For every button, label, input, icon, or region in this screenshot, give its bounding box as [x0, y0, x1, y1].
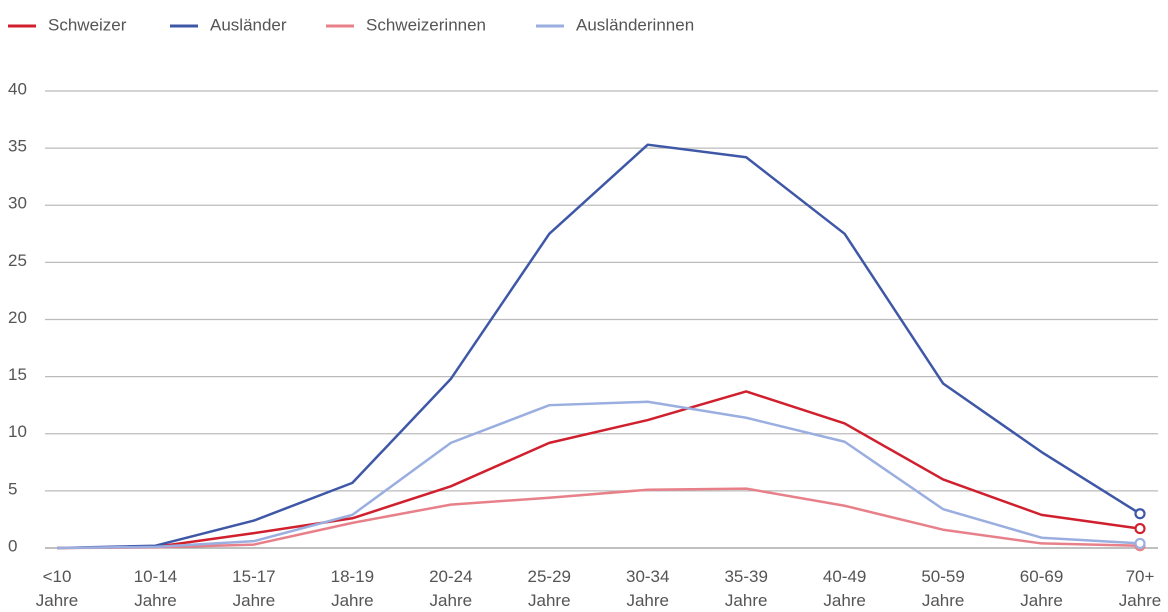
y-tick-label: 20 [8, 308, 27, 327]
x-tick-label: 30-34 Jahre [626, 567, 669, 610]
y-tick-label: 0 [8, 536, 17, 555]
end-marker [1134, 537, 1146, 550]
y-tick-label: 15 [8, 365, 27, 384]
y-tick-label: 25 [8, 251, 27, 270]
series-line [56, 400, 1141, 550]
x-tick-label: 18-19 Jahre [331, 567, 374, 610]
x-tick-label: 25-29 Jahre [528, 567, 571, 610]
y-tick-label: 40 [8, 79, 27, 98]
x-tick-label: <10 Jahre [36, 567, 79, 610]
x-tick-label: 60-69 Jahre [1020, 567, 1063, 610]
legend-label: Ausländer [210, 15, 287, 34]
x-tick-label: 70+ Jahre [1119, 567, 1162, 610]
y-tick-label: 5 [8, 479, 17, 498]
legend-label: Schweizerinnen [366, 15, 486, 34]
x-tick-label: 15-17 Jahre [232, 567, 275, 610]
end-marker [1134, 508, 1146, 520]
x-tick-label: 35-39 Jahre [724, 567, 767, 610]
x-tick-label: 10-14 Jahre [134, 567, 177, 610]
series-line [56, 487, 1141, 550]
series-line [56, 390, 1141, 550]
y-tick-label: 30 [8, 194, 27, 213]
series-line [56, 143, 1141, 550]
legend-label: Schweizer [48, 15, 127, 34]
y-tick-label: 10 [8, 422, 27, 441]
x-tick-label: 20-24 Jahre [429, 567, 472, 610]
x-tick-label: 50-59 Jahre [921, 567, 964, 610]
end-marker [1134, 522, 1146, 535]
x-tick-label: 40-49 Jahre [823, 567, 866, 610]
legend-label: Ausländerinnen [576, 15, 694, 34]
y-tick-label: 35 [8, 137, 27, 156]
